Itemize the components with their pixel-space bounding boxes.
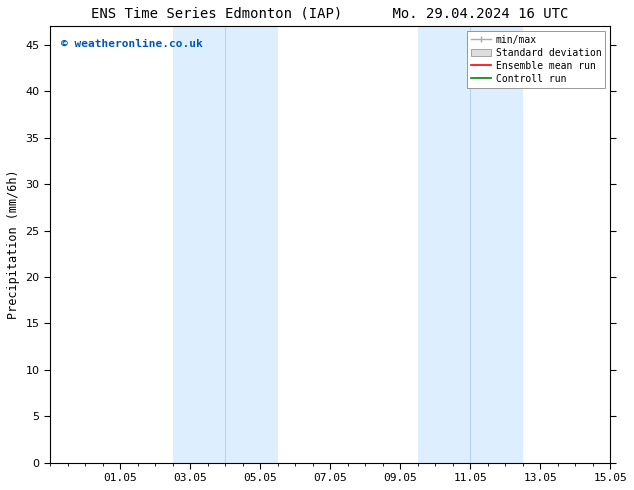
Bar [172,26,278,463]
Legend: min/max, Standard deviation, Ensemble mean run, Controll run: min/max, Standard deviation, Ensemble me… [467,31,605,88]
Title: ENS Time Series Edmonton (IAP)      Mo. 29.04.2024 16 UTC: ENS Time Series Edmonton (IAP) Mo. 29.04… [91,7,569,21]
Y-axis label: Precipitation (mm/6h): Precipitation (mm/6h) [7,170,20,319]
Bar [418,26,522,463]
Text: © weatheronline.co.uk: © weatheronline.co.uk [61,39,203,49]
